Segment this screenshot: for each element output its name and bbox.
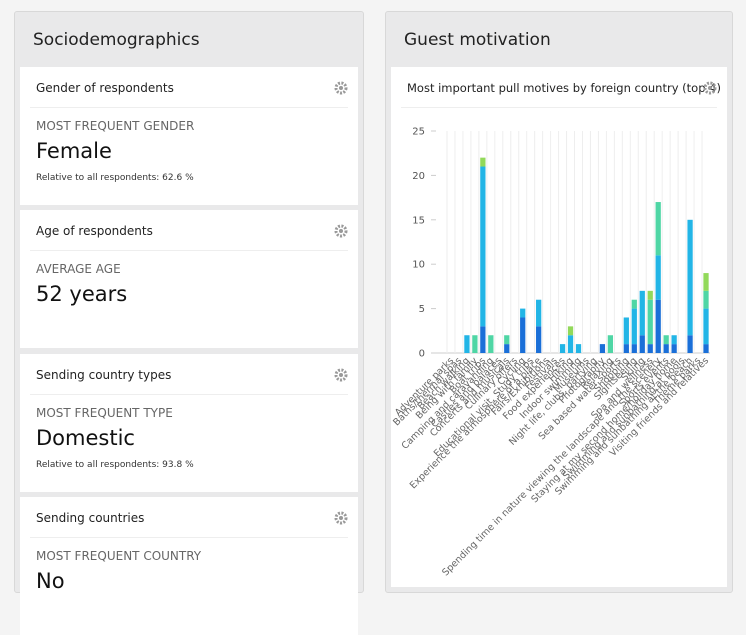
bar-segment [703, 344, 709, 353]
bar-segment [536, 299, 542, 327]
y-tick-label: 10 [412, 260, 425, 271]
bar-segment [464, 335, 470, 353]
bar-segment [623, 344, 629, 353]
y-tick-label: 0 [419, 349, 425, 360]
bar-segment [703, 273, 709, 291]
card-title: Age of respondents [36, 224, 153, 238]
bar-segment [671, 344, 677, 353]
bar-segment [647, 299, 653, 345]
card-title: Sending country types [36, 368, 172, 382]
stat-value: Female [36, 139, 112, 163]
note-value: 93.8 % [162, 460, 194, 470]
stat-card: Sending countries MOST FREQUENT COUNTRY … [20, 497, 358, 635]
card-title: Most important pull motives by foreign c… [407, 81, 721, 95]
bar-segment [504, 344, 510, 353]
settings-icon[interactable] [334, 81, 348, 95]
stat-label: MOST FREQUENT COUNTRY [36, 549, 202, 563]
settings-icon[interactable] [334, 368, 348, 382]
settings-icon[interactable] [703, 81, 717, 95]
bar-segment [639, 335, 645, 353]
bar-segment [655, 255, 661, 300]
y-tick-label: 20 [412, 171, 425, 182]
bar-segment [703, 308, 709, 345]
bar-segment [536, 326, 542, 353]
bar-segment [607, 335, 614, 353]
bar-segment [647, 290, 653, 300]
bar-segment [472, 335, 478, 353]
bar-segment [647, 344, 653, 353]
bar-segment [663, 335, 669, 345]
card-title: Gender of respondents [36, 81, 174, 95]
bar-segment [639, 290, 645, 336]
stat-label: MOST FREQUENT GENDER [36, 119, 195, 133]
bar-segment [567, 335, 574, 353]
bar-segment [655, 299, 661, 353]
bar-segment [687, 335, 693, 353]
settings-icon[interactable] [334, 224, 348, 238]
page: Sociodemographics Gender of respondents … [14, 11, 733, 635]
y-tick-label: 5 [419, 304, 425, 315]
card-title: Sending countries [36, 511, 145, 525]
bar-segment [504, 335, 510, 345]
stat-value: No [36, 569, 65, 593]
y-tick-label: 15 [412, 215, 425, 226]
bar-segment [520, 317, 526, 353]
bar-segment [663, 344, 669, 353]
bar-segment [480, 166, 486, 327]
bar-segment [631, 308, 637, 345]
bar-segment [631, 299, 637, 309]
bar-segment [703, 290, 709, 309]
stat-card: Age of respondents AVERAGE AGE 52 years [20, 210, 358, 348]
bar-segment [567, 326, 574, 336]
sociodemographics-panel: Sociodemographics Gender of respondents … [14, 11, 364, 635]
note-text: Relative to all respondents: [36, 173, 160, 183]
stat-card: Sending country types MOST FREQUENT TYPE… [20, 354, 358, 492]
bar-segment [559, 344, 566, 353]
y-tick-label: 25 [412, 127, 425, 138]
bar-segment [631, 344, 637, 353]
stat-note: Relative to all respondents: 62.6 % [36, 173, 194, 183]
bar-segment [671, 335, 677, 345]
bar-segment [623, 317, 629, 345]
bar-segment [488, 335, 494, 353]
stat-value: Domestic [36, 426, 135, 450]
note-value: 62.6 % [162, 173, 194, 183]
stat-label: MOST FREQUENT TYPE [36, 406, 173, 420]
settings-icon[interactable] [334, 511, 348, 525]
stat-label: AVERAGE AGE [36, 262, 121, 276]
bar-segment [687, 219, 693, 336]
bar-segment [599, 344, 606, 353]
bar-segment [520, 308, 526, 318]
bar-segment [480, 157, 486, 167]
stat-note: Relative to all respondents: 93.8 % [36, 460, 194, 470]
bar-segment [480, 326, 486, 353]
stat-card: Gender of respondents MOST FREQUENT GEND… [20, 67, 358, 205]
panel-title: Guest motivation [404, 30, 551, 50]
stat-value: 52 years [36, 282, 128, 306]
panel-title: Sociodemographics [33, 30, 200, 50]
bar-segment [655, 202, 661, 256]
bar-segment [575, 344, 582, 353]
note-text: Relative to all respondents: [36, 460, 160, 470]
